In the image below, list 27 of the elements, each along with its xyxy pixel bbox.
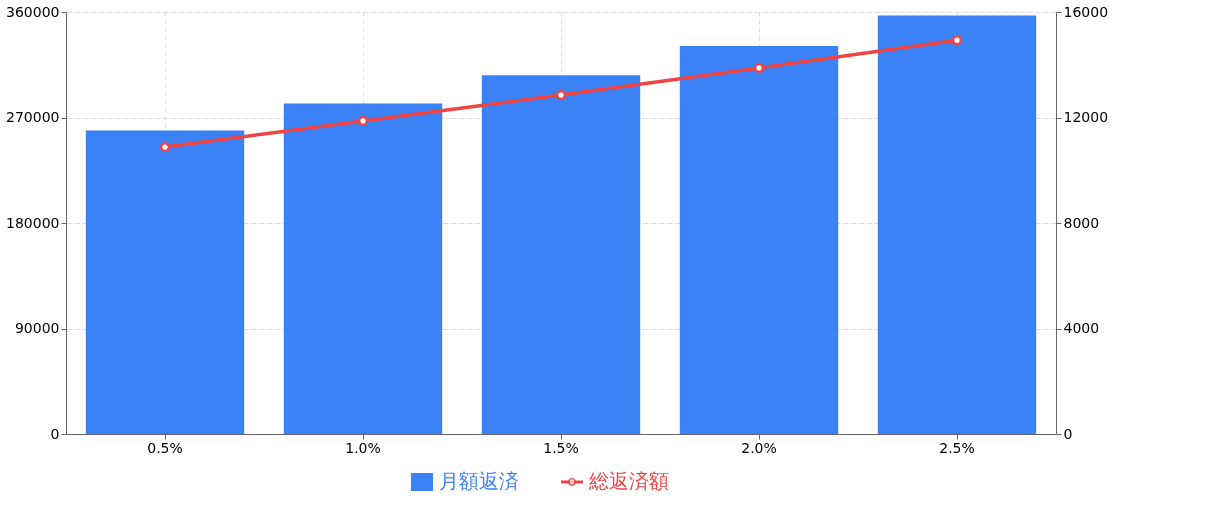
y-tick-label: 360000 [6, 3, 60, 20]
x-tick-label: 1.0% [345, 439, 381, 456]
y2-tick-label: 12000 [1063, 109, 1109, 125]
y-tick-label: 0 [50, 425, 60, 442]
point [951, 35, 963, 46]
y-tick-label: 270000 [6, 109, 60, 125]
legend-label: 総返済額 [588, 469, 669, 493]
bar [283, 103, 443, 434]
bar [679, 45, 839, 434]
point [753, 62, 765, 74]
legend-label: 月額返済 [439, 469, 519, 493]
point [357, 115, 369, 127]
y2-tick-label: 8000 [1063, 214, 1100, 231]
x-tick-label: 0.5% [147, 439, 183, 456]
x-tick-label: 2.0% [741, 439, 777, 456]
bar [877, 15, 1037, 434]
x-tick-label: 1.5% [543, 439, 579, 456]
y2-tick-label: 4000 [1063, 320, 1100, 336]
bar [481, 75, 641, 434]
x-tick-label: 2.5% [939, 439, 975, 456]
bar [85, 130, 245, 434]
point [159, 141, 171, 153]
y-tick-label: 180000 [6, 214, 60, 231]
y2-tick-label: 16000 [1063, 3, 1109, 20]
y2-tick-label: 0 [1063, 425, 1073, 442]
point [555, 89, 567, 101]
y-tick-label: 90000 [14, 320, 60, 336]
